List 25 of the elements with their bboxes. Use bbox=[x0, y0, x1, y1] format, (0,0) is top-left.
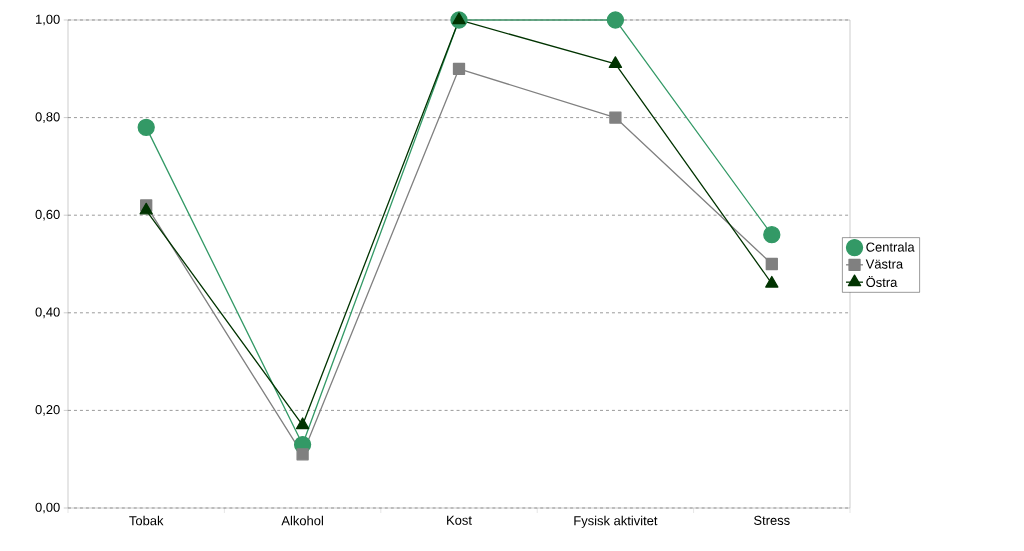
y-tick-label: 0,00 bbox=[35, 502, 60, 514]
point bbox=[452, 62, 466, 75]
point bbox=[137, 118, 155, 137]
legend-label: Västra bbox=[865, 259, 904, 269]
x-tick-label: Kost bbox=[447, 515, 472, 525]
point bbox=[763, 226, 781, 244]
y-tick-label: 0,20 bbox=[35, 405, 60, 416]
point bbox=[765, 257, 778, 271]
point bbox=[452, 12, 466, 25]
point bbox=[296, 448, 309, 461]
point bbox=[608, 56, 623, 69]
y-tick-label: 1,00 bbox=[36, 14, 60, 26]
y-tick-label: 0,80 bbox=[35, 112, 60, 123]
point bbox=[765, 275, 779, 288]
x-tick-label: Stress bbox=[754, 515, 790, 525]
y-tick-label: 0,40 bbox=[35, 307, 60, 319]
x-tick-label: Fysisk aktivitet bbox=[574, 515, 658, 528]
x-tick-label: Alkohol bbox=[281, 515, 323, 526]
legend-label: Centrala bbox=[866, 242, 915, 252]
legend-label: Östra bbox=[866, 276, 898, 287]
y-tick-label: 0,60 bbox=[35, 209, 60, 221]
point bbox=[609, 111, 622, 124]
x-tick-label: Tobak bbox=[129, 515, 164, 526]
point bbox=[295, 417, 310, 430]
point bbox=[606, 11, 625, 29]
